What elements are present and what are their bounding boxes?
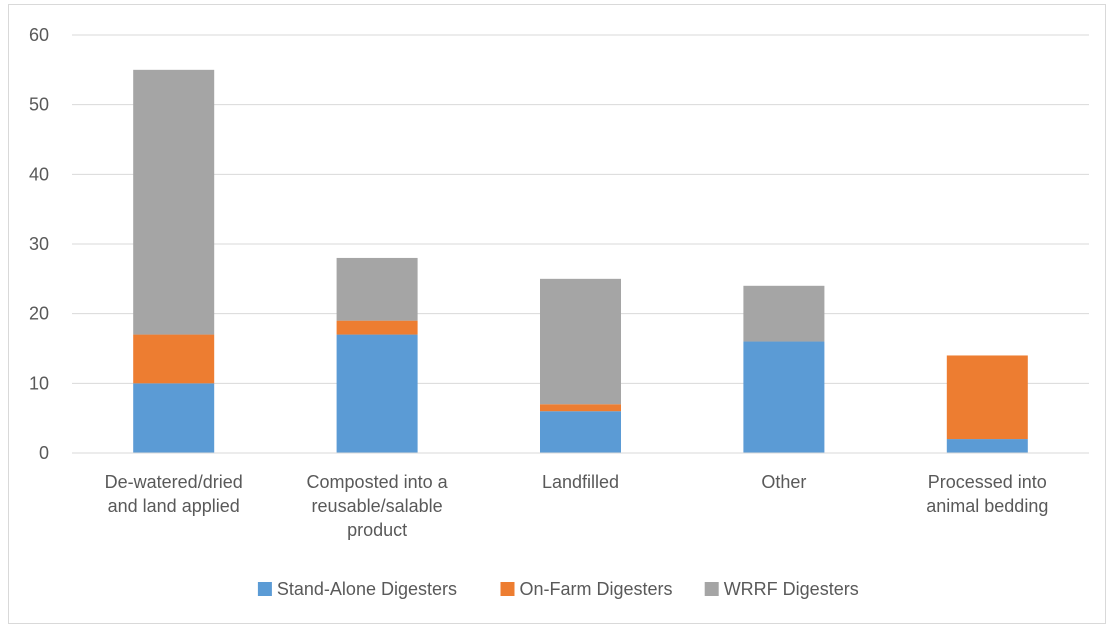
y-tick-label: 10 [29,373,49,393]
y-tick-label: 50 [29,95,49,115]
stacked-bar-chart: 0 10 20 30 40 50 60 De-watered/dried and land ap… [29,25,1089,599]
legend-item: WRRF Digesters [704,579,859,599]
bars [133,69,1028,453]
legend-label: WRRF Digesters [724,579,859,599]
bar-segment [946,355,1028,440]
legend-label: Stand-Alone Digesters [277,579,457,599]
legend-item: On-Farm Digesters [500,579,673,599]
legend-swatch [257,582,272,596]
x-category-label: Other [761,472,806,492]
bar-segment [743,341,825,453]
bar-segment [336,257,418,321]
bar-segment [946,439,1028,453]
bar-segment [743,285,825,342]
legend-label: On-Farm Digesters [520,579,673,599]
y-tick-label: 60 [29,25,49,45]
bar-segment [540,411,621,453]
x-category-label: Processed into animal bedding [926,472,1048,516]
x-category-label: Landfilled [542,472,619,492]
bar-segment [133,383,215,453]
legend-swatch [500,582,515,596]
legend-item: Stand-Alone Digesters [257,579,457,599]
legend-swatch [704,582,719,596]
bar-segment [336,334,418,453]
bar-segment [540,278,621,405]
y-tick-label: 40 [29,164,49,184]
axes: 0 10 20 30 40 50 60 De-watered/dried and land ap… [29,25,1089,540]
x-category-label: De-watered/dried and land applied [105,472,243,516]
bar-segment [133,69,215,335]
gridlines [72,34,1089,384]
bar-segment [540,404,621,412]
bar-segment [336,320,418,335]
chart-frame: 0 10 20 30 40 50 60 De-watered/dried and land ap… [8,4,1106,624]
y-tick-label: 20 [29,304,49,324]
legend: Stand-Alone Digesters On-Farm Digesters WR… [257,579,859,599]
bar-segment [133,334,215,384]
y-tick-label: 30 [29,234,49,254]
y-tick-label: 0 [39,443,49,463]
x-category-label: Composted into a reusable/salable product [307,472,449,540]
